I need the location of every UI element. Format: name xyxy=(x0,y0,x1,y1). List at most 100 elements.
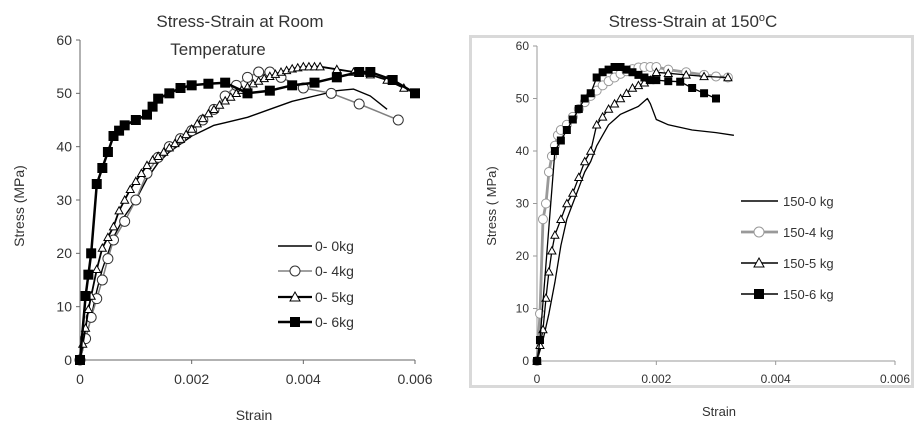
chart-1-y-tick-label: 40 xyxy=(56,139,72,155)
chart-1-series-3-point xyxy=(114,125,125,136)
chart-1-series-2-point xyxy=(309,61,320,71)
chart-1-series-1-point xyxy=(392,114,404,126)
chart-2-x-tick-label: 0.006 xyxy=(880,372,910,386)
chart-1-series-2-point xyxy=(315,61,325,71)
chart-2-series-2-point xyxy=(591,119,602,129)
chart-1-series-3-point xyxy=(102,147,113,157)
chart-2-series-1-line xyxy=(535,65,729,362)
chart-1-series-2-point xyxy=(181,129,191,139)
chart-1-series-2-point xyxy=(304,61,314,71)
chart-2-series-3-point xyxy=(592,73,601,82)
chart-2-series-2-point xyxy=(567,187,578,197)
chart-2-series-2-point xyxy=(651,67,662,76)
chart-1-series-3-point xyxy=(354,67,365,77)
chart-2-frame xyxy=(469,35,914,388)
chart-2-series-2-point xyxy=(663,68,674,77)
chart-2-series-3-point xyxy=(640,73,649,82)
chart-1-series-3-point xyxy=(410,88,420,99)
chart-1-series-3-point xyxy=(119,120,130,131)
chart-1-series-2-point xyxy=(203,108,214,118)
chart-2-series-3-point xyxy=(556,136,565,145)
chart-2-series-3-point xyxy=(598,68,607,77)
legend-2-marker-1 xyxy=(753,226,765,238)
chart-2-series-1-point xyxy=(537,214,548,225)
chart-1-y-tick-label: 30 xyxy=(56,192,72,208)
legend-2-label-2: 150-5 kg xyxy=(783,256,834,271)
chart-2-series-2-point xyxy=(535,340,545,349)
chart-2-series-3-point xyxy=(664,77,673,86)
chart-2-series-2-point xyxy=(550,229,560,239)
chart-2-series-1-point xyxy=(534,308,545,319)
chart-1-series-2-point xyxy=(170,138,180,148)
chart-1-plot: 0 10 20 30 40 50 60 0 0.002 0.004 0.006 xyxy=(56,32,432,387)
chart-2-series-2-point xyxy=(585,145,596,155)
chart-2-series-3-point xyxy=(688,84,697,92)
chart-2-series-3-point xyxy=(586,89,595,98)
chart-1-series-3-point xyxy=(83,269,94,280)
chart-2-series-2-point xyxy=(621,88,632,97)
chart-1-x-tick-label: 0.004 xyxy=(286,371,321,387)
chart-2-series-2-point xyxy=(699,71,709,81)
chart-1-series-3-point xyxy=(220,77,231,88)
legend-2-label-0: 150-0 kg xyxy=(783,194,834,209)
chart-1-series-2-point xyxy=(142,160,152,170)
chart-2-series-3-point xyxy=(580,94,589,103)
chart-1-series-1-point xyxy=(119,215,131,227)
chart-1-series-3-point xyxy=(153,93,164,104)
chart-2-y-tick-label: 20 xyxy=(516,249,530,263)
legend-1-label-2: 0- 5kg xyxy=(315,289,354,305)
chart-2-series-3-point xyxy=(634,70,643,79)
chart-1-series-2-point xyxy=(298,61,309,71)
chart-2-series-1-point xyxy=(540,198,551,209)
chart-1-x-tick-label: 0 xyxy=(76,371,84,387)
chart-1-y-axis-label: Stress (MPa) xyxy=(11,165,27,247)
chart-1-series-2-point xyxy=(125,184,136,194)
chart-1-series-2-point xyxy=(136,168,147,178)
chart-1-series-1-point xyxy=(325,87,337,99)
chart-2-series-3-point xyxy=(676,77,685,86)
chart-2-y-tick-label: 50 xyxy=(516,92,530,106)
chart-2-series-2-point xyxy=(615,93,626,103)
legend-1-marker-2 xyxy=(289,290,301,302)
chart-1-y-tick-label: 0 xyxy=(64,352,72,368)
chart-2-series-3-point xyxy=(700,89,709,98)
chart-2-series-2-point xyxy=(579,156,590,166)
chart-2-series-3-point xyxy=(712,94,720,103)
chart-1-title-line-2: Temperature xyxy=(170,40,265,59)
chart-1-series-3-point xyxy=(331,72,342,83)
chart-1-series-3-point xyxy=(147,101,158,112)
chart-1-series-3-line xyxy=(78,70,416,361)
chart-1-y-tick-label: 60 xyxy=(56,32,72,48)
chart-2-y-tick-label: 10 xyxy=(516,302,530,316)
chart-2-series-3-point xyxy=(550,147,559,155)
chart-1-series-3-point xyxy=(91,179,102,189)
chart-1-y-tick-label: 10 xyxy=(56,299,72,315)
chart-1-series-3-point xyxy=(287,80,298,91)
chart-2-series-2-point xyxy=(556,214,566,223)
legend-2-marker-3 xyxy=(754,289,764,299)
chart-2-x-axis-label: Strain xyxy=(702,404,736,419)
chart-1-series-2-point xyxy=(130,176,141,186)
chart-2-y-tick-label: 60 xyxy=(516,39,530,53)
chart-1-series-2-point xyxy=(175,134,186,143)
chart-1-series-3-point xyxy=(387,75,398,85)
legend-2-marker-2 xyxy=(753,256,765,268)
chart-2-y-tick-label: 30 xyxy=(516,197,530,211)
chart-2-series-3-point xyxy=(628,68,637,77)
chart-2-x-tick-label: 0.002 xyxy=(641,372,671,386)
chart-2-series-3-point xyxy=(652,76,661,85)
legend-1-marker-3 xyxy=(290,317,300,327)
chart-2-series-3-point xyxy=(533,357,541,365)
chart-1-y-tick-label: 20 xyxy=(56,245,72,261)
chart-2-series-3-point xyxy=(646,76,655,85)
chart-1-x-axis-label: Strain xyxy=(236,407,273,423)
chart-2-series-3-point xyxy=(616,63,625,71)
chart-1-series-3-point xyxy=(86,248,97,259)
chart-1-series-2-point xyxy=(186,124,197,133)
chart-1-y-tick-label: 50 xyxy=(56,85,72,101)
chart-2-series-2-point xyxy=(597,111,608,121)
chart-2-series-3-point xyxy=(568,115,577,124)
chart-2-series-3-point xyxy=(562,126,571,134)
chart-2-series-2-point xyxy=(603,103,614,113)
chart-1-series-3-point xyxy=(108,131,119,141)
